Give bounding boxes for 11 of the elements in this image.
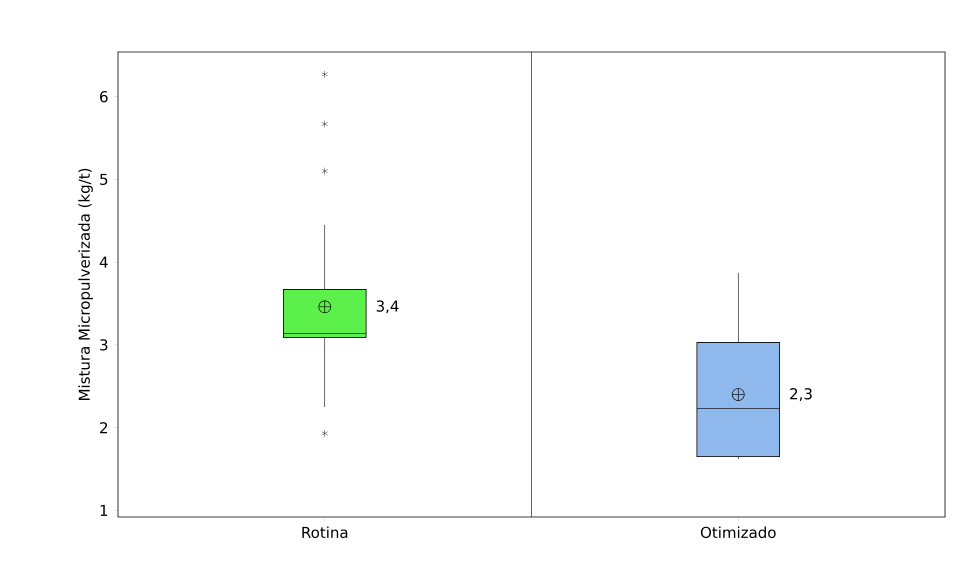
annotation: 3,4 <box>376 300 399 314</box>
annotation: 2,3 <box>790 388 812 401</box>
y-tick-label: 3 <box>100 339 108 351</box>
y-tick-label: 5 <box>100 174 108 185</box>
x-tick-label: Otimizado <box>700 526 776 538</box>
y-tick-label: 6 <box>100 90 108 102</box>
y-axis-title: Mistura Micropulverizada (kg/t) <box>78 168 93 400</box>
x-tick-label: Rotina <box>302 526 348 538</box>
y-tick-label: 2 <box>100 422 108 434</box>
y-tick-label: 1 <box>100 504 108 516</box>
y-tick-label: 4 <box>100 256 108 268</box>
